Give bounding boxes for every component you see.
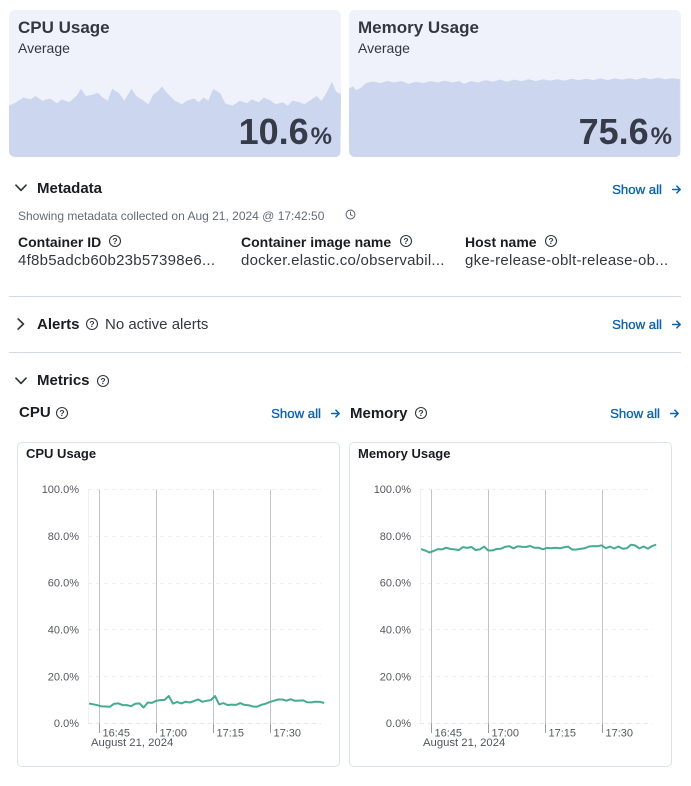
- svg-text:August 21, 2024: August 21, 2024: [423, 737, 505, 749]
- svg-text:80.0%: 80.0%: [48, 531, 79, 543]
- svg-text:?: ?: [418, 408, 423, 418]
- svg-text:100.0%: 100.0%: [42, 484, 80, 496]
- svg-text:16:45: 16:45: [435, 728, 463, 740]
- svg-text:17:30: 17:30: [606, 728, 634, 740]
- svg-text:?: ?: [59, 408, 64, 418]
- svg-text:17:15: 17:15: [217, 728, 245, 740]
- svg-text:?: ?: [548, 236, 553, 246]
- svg-text:August 21, 2024: August 21, 2024: [91, 737, 173, 749]
- svg-text:?: ?: [403, 236, 408, 246]
- svg-text:17:15: 17:15: [549, 728, 577, 740]
- svg-text:100.0%: 100.0%: [374, 484, 412, 496]
- svg-text:?: ?: [100, 376, 105, 386]
- svg-text:17:00: 17:00: [492, 728, 520, 740]
- svg-text:?: ?: [89, 319, 94, 329]
- svg-text:40.0%: 40.0%: [380, 625, 411, 637]
- svg-text:17:00: 17:00: [160, 728, 188, 740]
- svg-text:40.0%: 40.0%: [48, 625, 79, 637]
- svg-text:0.0%: 0.0%: [386, 718, 411, 730]
- svg-text:20.0%: 20.0%: [380, 671, 411, 683]
- svg-text:60.0%: 60.0%: [380, 578, 411, 590]
- svg-text:17:30: 17:30: [274, 728, 302, 740]
- svg-text:0.0%: 0.0%: [54, 718, 79, 730]
- svg-text:60.0%: 60.0%: [48, 578, 79, 590]
- svg-text:80.0%: 80.0%: [380, 531, 411, 543]
- svg-text:20.0%: 20.0%: [48, 671, 79, 683]
- svg-text:16:45: 16:45: [103, 728, 131, 740]
- svg-text:?: ?: [112, 236, 117, 246]
